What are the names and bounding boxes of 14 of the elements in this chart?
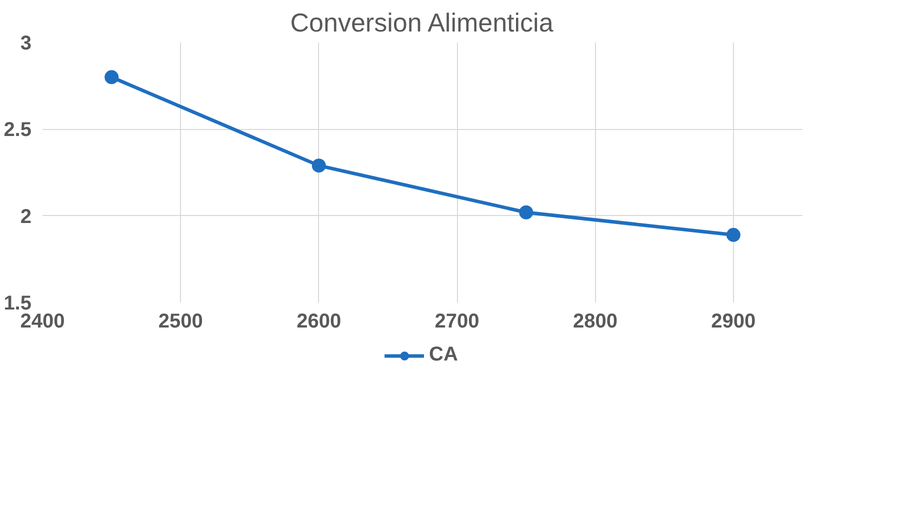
point xyxy=(312,158,326,173)
legend-label: CA xyxy=(429,344,458,366)
x-tick-label: 2600 xyxy=(296,310,342,332)
x-tick-label: 2900 xyxy=(711,310,756,332)
x-tick-label: 2700 xyxy=(434,310,480,332)
x-tick-label: 2500 xyxy=(158,310,203,332)
point xyxy=(104,70,119,84)
y-tick-label: 2.5 xyxy=(4,119,32,142)
point xyxy=(726,228,740,242)
x-tick-label: 2800 xyxy=(572,310,618,332)
y-tick-label: 2 xyxy=(20,206,32,228)
chart-title: Conversion Alimenticia xyxy=(290,8,554,38)
y-tick-label: 3 xyxy=(20,32,32,54)
point xyxy=(519,205,534,220)
